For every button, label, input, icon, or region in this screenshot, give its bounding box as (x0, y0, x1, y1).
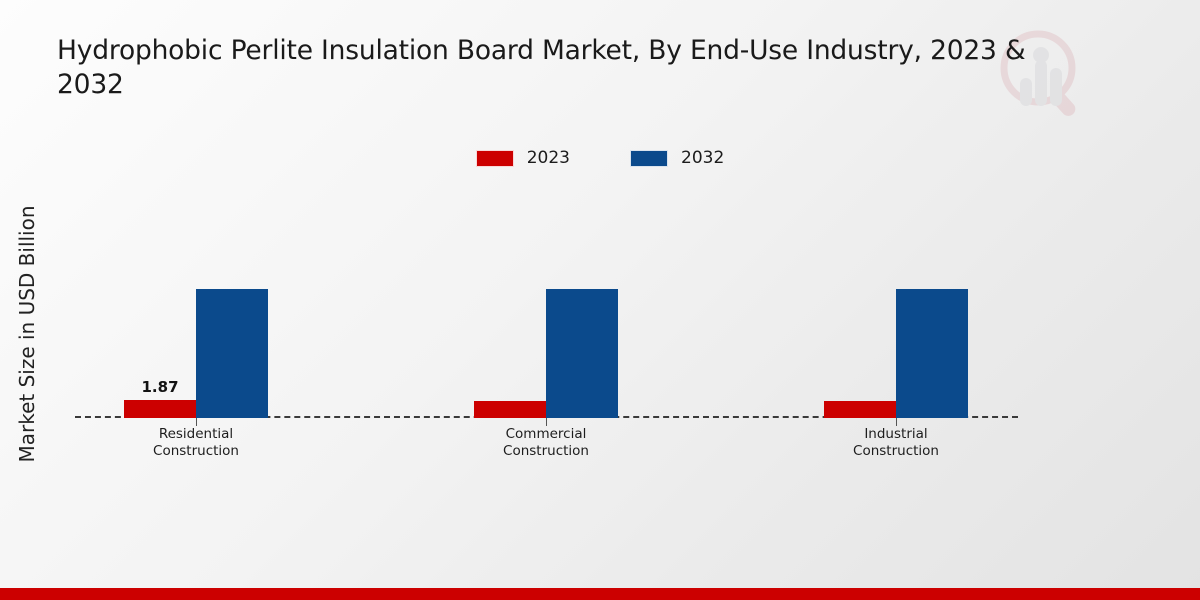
bar-2032-commercial-construction[interactable] (546, 289, 618, 418)
x-label-residential-construction: Residential Construction (88, 426, 304, 460)
x-label-line1: Industrial (864, 426, 928, 442)
chart-title: Hydrophobic Perlite Insulation Board Mar… (57, 35, 1026, 100)
legend-label-2023: 2023 (526, 148, 570, 168)
x-tick-commercial-construction (546, 418, 547, 426)
x-tick-residential-construction (196, 418, 197, 426)
bar-value-2023-residential-construction: 1.87 (141, 378, 179, 396)
x-label-commercial-construction: Commercial Construction (438, 426, 654, 460)
x-label-line2: Construction (153, 443, 239, 459)
legend-swatch-2032 (630, 149, 668, 167)
plot-area: 1.87 Residential Construction Commercial (75, 190, 1018, 459)
bar-2023-residential-construction[interactable]: 1.87 (124, 378, 196, 418)
bar-group-industrial-construction: Industrial Construction (824, 190, 968, 459)
legend-label-2032: 2032 (681, 148, 725, 168)
x-label-line1: Commercial (505, 426, 587, 442)
bar-group-residential-construction: 1.87 Residential Construction (124, 190, 268, 459)
chart-legend: 2023 2032 (0, 148, 1200, 168)
x-label-line2: Construction (503, 443, 589, 459)
bar-2032-residential-construction[interactable] (196, 289, 268, 418)
bar-group-commercial-construction: Commercial Construction (474, 190, 618, 459)
bar-2023-industrial-construction[interactable] (824, 401, 896, 418)
y-axis-title: Market Size in USD Billion (15, 205, 39, 463)
x-label-line1: Residential (158, 426, 234, 442)
bar-2032-industrial-construction[interactable] (896, 289, 968, 418)
x-label-industrial-construction: Industrial Construction (788, 426, 1004, 460)
footer-accent-band (0, 588, 1200, 600)
legend-item-2032[interactable]: 2032 (630, 148, 724, 168)
legend-swatch-2023 (475, 149, 514, 167)
bar-2023-commercial-construction[interactable] (474, 401, 546, 418)
legend-item-2023[interactable]: 2023 (475, 148, 570, 168)
x-tick-industrial-construction (896, 418, 897, 426)
x-label-line2: Construction (853, 443, 939, 459)
